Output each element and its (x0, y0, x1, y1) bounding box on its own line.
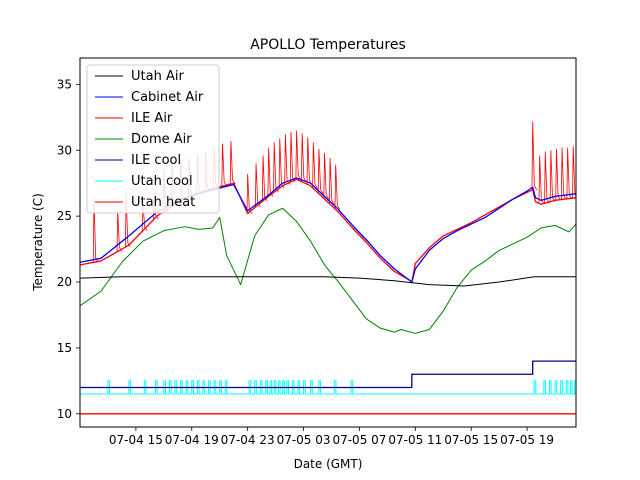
x-axis-ticks: 07-04 15 07-04 19 07-04 23 07-05 03 07-05 07… (109, 427, 554, 447)
spike-ile-air (254, 163, 261, 207)
series-line-utah-air (80, 276, 576, 287)
legend-label-dome-air: Dome Air (131, 132, 192, 147)
spike-ile-air (221, 143, 228, 187)
spike-ile-air (306, 137, 313, 185)
x-tick-label: 07-05 07 (332, 433, 386, 447)
spike-ile-air (538, 155, 545, 204)
x-tick-label: 07-05 15 (444, 433, 498, 447)
spike-ile-air (566, 147, 573, 199)
spike-ile-air (141, 200, 148, 231)
spike-ile-air (334, 164, 341, 210)
spike-ile-air (246, 173, 253, 214)
spike-ile-air (92, 196, 99, 263)
spike-ile-air (317, 148, 324, 194)
spike-ile-air (323, 152, 330, 200)
spike-ile-air (560, 147, 567, 200)
legend-label-utah-air: Utah Air (131, 69, 184, 84)
spike-ile-air (555, 148, 561, 201)
y-tick-label: 15 (57, 341, 72, 355)
series-line-dome-air (80, 207, 576, 334)
x-axis-label: Date (GMT) (294, 457, 363, 471)
y-tick-label: 25 (57, 209, 72, 223)
series-line-utah-cool (80, 380, 576, 395)
legend-label-ile-air: ILE Air (131, 111, 173, 126)
legend-frame (86, 64, 220, 214)
spike-ile-air (301, 133, 307, 183)
legend-label-utah-cool: Utah cool (131, 174, 193, 189)
spike-ile-air (267, 147, 274, 197)
y-tick-label: 30 (57, 143, 72, 157)
legend-label-cabinet-air: Cabinet Air (131, 90, 204, 105)
spike-ile-air (278, 138, 285, 189)
x-tick-label: 07-04 15 (109, 433, 163, 447)
x-tick-label: 07-04 19 (165, 433, 219, 447)
spike-ile-air (544, 151, 550, 204)
legend: Utah Air Cabinet Air ILE Air Dome Air ILE co… (86, 64, 220, 214)
x-tick-label: 07-05 11 (388, 433, 442, 447)
plot-frame (79, 57, 577, 428)
x-tick-label: 07-05 03 (277, 433, 331, 447)
y-axis-label: Temperature (C) (31, 193, 45, 292)
spike-ile-air (261, 155, 268, 202)
legend-label-utah-heat: Utah heat (131, 195, 195, 210)
spike-ile-air (229, 141, 236, 185)
spike-ile-air (284, 134, 290, 185)
x-tick-label: 07-05 19 (500, 433, 554, 447)
spike-ile-air (116, 209, 123, 252)
legend-label-ile-cool: ILE cool (131, 153, 181, 168)
y-tick-label: 10 (57, 407, 72, 421)
spike-ile-air (125, 192, 131, 247)
x-tick-label: 07-04 23 (221, 433, 275, 447)
spike-ile-air (549, 150, 556, 202)
series-line-ile-cool (80, 360, 576, 389)
y-tick-label: 20 (57, 275, 72, 289)
spike-ile-air (572, 146, 576, 199)
y-axis-ticks: 10 15 20 25 30 35 (57, 77, 80, 421)
y-tick-label: 35 (57, 77, 72, 91)
chart-title: APOLLO Temperatures (250, 37, 406, 53)
spike-ile-air (289, 131, 296, 183)
spike-ile-air (312, 142, 318, 189)
series-line-cabinet-air (80, 177, 576, 283)
spike-ile-air (295, 130, 302, 180)
spike-ile-air (273, 142, 279, 193)
spike-ile-air (531, 121, 538, 191)
spike-ile-air (328, 158, 335, 205)
